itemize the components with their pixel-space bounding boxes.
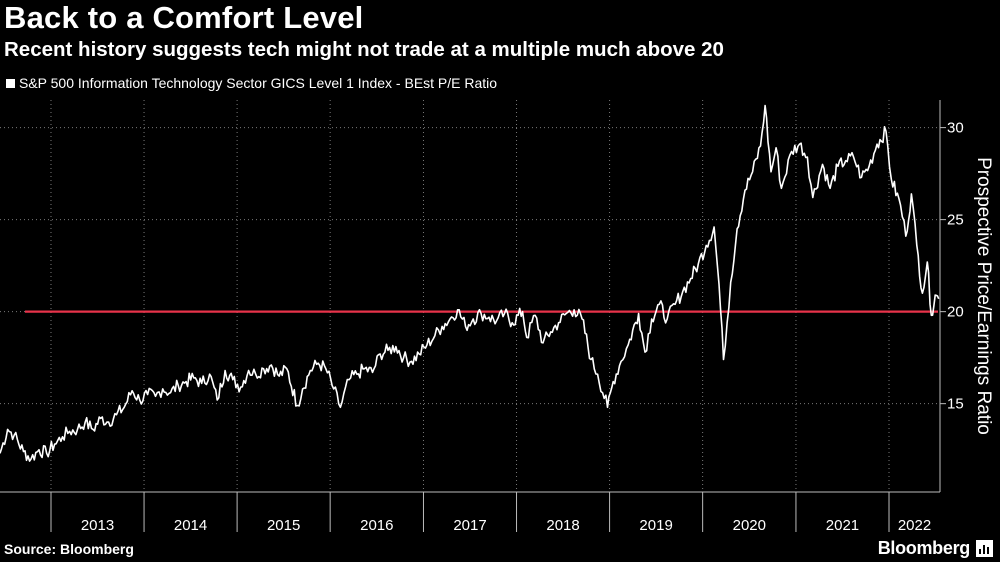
series-layer — [0, 106, 939, 462]
x-tick-label-2015: 2015 — [267, 517, 300, 534]
x-tick-label-2013: 2013 — [81, 517, 114, 534]
axes — [0, 100, 946, 532]
x-tick-label-2022: 2022 — [898, 517, 931, 534]
x-tick-label-2019: 2019 — [639, 517, 672, 534]
x-tick-label-2016: 2016 — [360, 517, 393, 534]
pe-ratio-chart: 15 20 25 30 2013 2014 2015 2016 2017 2018 2019 202… — [0, 0, 1000, 562]
y-tick-labels: 15 20 25 30 — [947, 120, 964, 413]
pe-ratio-line — [0, 106, 939, 462]
x-tick-label-2014: 2014 — [174, 517, 207, 534]
y-tick-label-15: 15 — [947, 396, 964, 413]
y-axis-label: Prospective Price/Earnings Ratio — [973, 157, 994, 435]
x-tick-label-2018: 2018 — [546, 517, 579, 534]
x-tick-labels: 2013 2014 2015 2016 2017 2018 2019 2020 2021 2022 — [81, 517, 931, 534]
y-tick-label-20: 20 — [947, 304, 964, 321]
y-tick-label-25: 25 — [947, 212, 964, 229]
bloomberg-terminal-icon — [976, 540, 993, 557]
x-tick-label-2020: 2020 — [733, 517, 766, 534]
x-tick-label-2017: 2017 — [453, 517, 486, 534]
grid — [0, 100, 940, 492]
brand-logo-text: Bloomberg — [878, 538, 970, 559]
source-note: Source: Bloomberg — [4, 541, 134, 557]
y-tick-label-30: 30 — [947, 120, 964, 137]
x-tick-label-2021: 2021 — [826, 517, 859, 534]
